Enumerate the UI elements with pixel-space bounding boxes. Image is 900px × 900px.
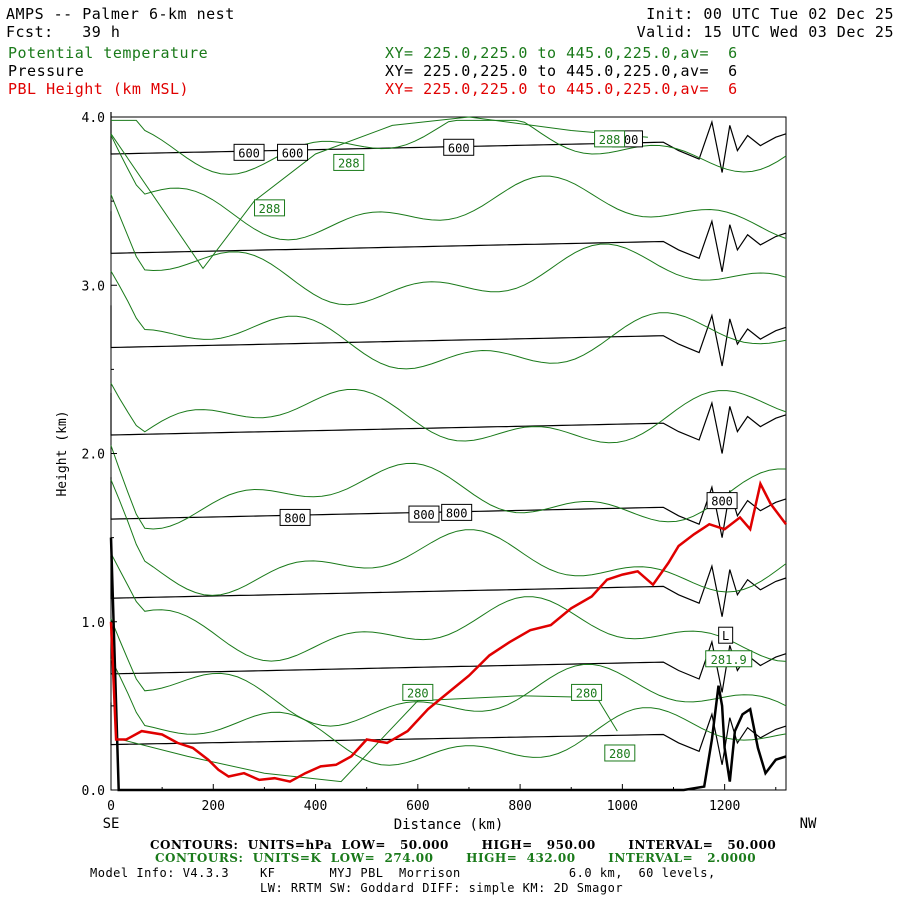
contour-label-box bbox=[706, 492, 738, 510]
contour-label-box bbox=[333, 153, 365, 171]
pressure-contour-700 bbox=[110, 305, 787, 367]
x-tick-label: 200 bbox=[202, 799, 225, 814]
pbl-height-line bbox=[109, 480, 787, 783]
x-tick-label: 800 bbox=[508, 799, 531, 814]
legend-pressure-xy: XY= 225.0,225.0 to 445.0,225.0,av= 6 bbox=[385, 62, 738, 80]
theta-contour-288 bbox=[110, 116, 648, 270]
theta-contour bbox=[111, 119, 787, 175]
pressure-contour-650 bbox=[110, 211, 787, 272]
footer-pressure-contours: CONTOURS: UNITS=hPa LOW= 50.000 HIGH= 95… bbox=[150, 838, 777, 852]
contour-label-box bbox=[408, 505, 440, 523]
contour-label-box bbox=[571, 683, 603, 701]
theta-contour bbox=[110, 134, 787, 241]
contour-label-box bbox=[279, 508, 311, 526]
theta-contour bbox=[110, 194, 787, 306]
legend-theta-name: Potential temperature bbox=[8, 44, 209, 62]
x-tick-label: 0 bbox=[107, 799, 115, 814]
contour-label: 600 bbox=[282, 146, 304, 160]
footer-physics-info: LW: RRTM SW: Goddard DIFF: simple KM: 2D… bbox=[260, 881, 624, 895]
x-tick-label: 1000 bbox=[607, 799, 638, 814]
contour-label-box bbox=[402, 683, 434, 701]
chart-title: AMPS -- Palmer 6-km nest bbox=[6, 5, 235, 23]
pressure-contour-850 bbox=[110, 556, 787, 617]
contour-label: 280 bbox=[576, 686, 598, 700]
footer-theta-contours: CONTOURS: UNITS=K LOW= 274.00 HIGH= 432.… bbox=[155, 851, 757, 865]
valid-time: Valid: 15 UTC Wed 03 Dec 25 bbox=[636, 23, 894, 41]
contour-label: 280 bbox=[609, 747, 631, 761]
contour-label: L bbox=[722, 629, 729, 643]
x-end-label-right: NW bbox=[800, 816, 817, 832]
y-tick-label: 0.0 bbox=[82, 784, 105, 799]
contour-label-box bbox=[718, 626, 734, 644]
contour-label-box bbox=[277, 143, 309, 161]
pressure-contour-600 bbox=[110, 112, 787, 173]
theta-contour bbox=[110, 382, 787, 444]
theta-contour bbox=[110, 658, 787, 766]
contour-label: 600 bbox=[448, 141, 470, 155]
x-tick-label: 600 bbox=[406, 799, 429, 814]
contour-label-box bbox=[594, 130, 626, 148]
footer-model-info: Model Info: V4.3.3 KF MYJ PBL Morrison 6… bbox=[90, 866, 716, 880]
y-tick-label: 2.0 bbox=[82, 448, 105, 463]
contour-label-box bbox=[604, 744, 636, 762]
legend-theta-xy: XY= 225.0,225.0 to 445.0,225.0,av= 6 bbox=[385, 44, 738, 62]
y-tick-label: 4.0 bbox=[82, 111, 105, 126]
plot-frame bbox=[110, 116, 787, 791]
x-axis-label: Distance (km) bbox=[394, 817, 504, 833]
contour-label: 280 bbox=[407, 686, 429, 700]
legend-pbl-name: PBL Height (km MSL) bbox=[8, 80, 190, 98]
contour-label-box bbox=[705, 650, 753, 668]
y-axis-label: Height (km) bbox=[55, 410, 70, 496]
contour-label-box bbox=[441, 503, 473, 521]
forecast-hour: Fcst: 39 h bbox=[6, 23, 121, 41]
theta-contour bbox=[110, 618, 787, 727]
contour-label: 281.9 bbox=[711, 653, 747, 667]
x-tick-label: 400 bbox=[304, 799, 327, 814]
init-time: Init: 00 UTC Tue 02 Dec 25 bbox=[646, 5, 894, 23]
pressure-contour-900 bbox=[110, 631, 787, 693]
contour-label: 800 bbox=[446, 506, 468, 520]
contour-label: 288 bbox=[338, 156, 360, 170]
contour-label: 800 bbox=[413, 508, 435, 522]
x-end-label-left: SE bbox=[103, 816, 120, 832]
contour-label: 600 bbox=[238, 146, 260, 160]
contour-label-box bbox=[443, 138, 475, 156]
pressure-contour-750 bbox=[110, 392, 787, 454]
y-tick-label: 1.0 bbox=[82, 616, 105, 631]
legend-pbl-xy: XY= 225.0,225.0 to 445.0,225.0,av= 6 bbox=[385, 80, 738, 98]
terrain-line bbox=[109, 537, 787, 792]
contour-label: 800 bbox=[711, 495, 733, 509]
contour-label: 288 bbox=[259, 202, 281, 216]
theta-contour bbox=[110, 553, 787, 662]
pressure-contour-950 bbox=[110, 702, 787, 765]
y-tick-label: 3.0 bbox=[82, 279, 105, 294]
legend-pressure-name: Pressure bbox=[8, 62, 85, 80]
contour-label-box bbox=[233, 143, 265, 161]
contour-label: 288 bbox=[599, 133, 621, 147]
contour-label-box bbox=[254, 199, 286, 217]
theta-contour bbox=[110, 270, 787, 370]
theta-contour bbox=[110, 479, 787, 596]
theta-contour bbox=[110, 445, 786, 530]
x-tick-label: 1200 bbox=[709, 799, 740, 814]
contour-label: 800 bbox=[284, 511, 306, 525]
